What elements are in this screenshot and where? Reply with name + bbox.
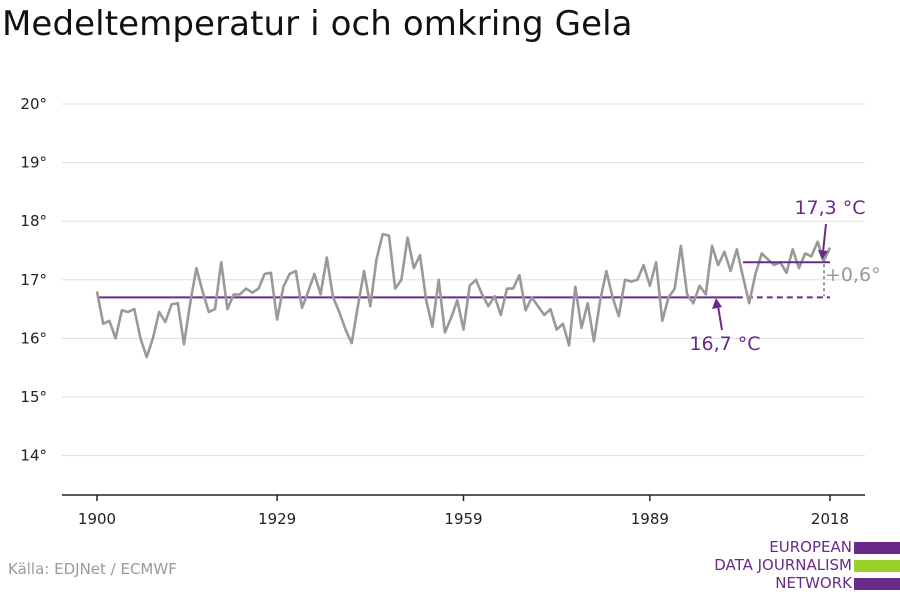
edjnet-logo: EUROPEAN DATA JOURNALISM NETWORK <box>700 536 900 596</box>
logo-bar-3 <box>854 578 900 590</box>
y-tick-label-18: 18° <box>20 212 47 230</box>
temperature-line <box>95 232 832 359</box>
gridlines <box>62 103 865 457</box>
difference-label: +0,6° <box>825 264 881 286</box>
logo-bar-2 <box>854 560 900 572</box>
recent-mean-label: 17,3 °C <box>794 197 865 219</box>
x-tick-label-1959: 1959 <box>444 510 482 528</box>
recent-mean-arrowhead <box>818 250 828 260</box>
baseline-mean-arrowhead <box>712 298 722 309</box>
recent-mean-arrow-line <box>822 223 827 253</box>
y-tick-label-16: 16° <box>20 329 47 347</box>
source-note: Källa: EDJNet / ECMWF <box>8 560 177 578</box>
logo-line-2: DATA JOURNALISM <box>714 556 852 574</box>
baseline-mean-arrow-line <box>717 305 723 331</box>
y-tick-label-17: 17° <box>20 271 47 289</box>
x-tick-label-1900: 1900 <box>78 510 116 528</box>
logo-line-3: NETWORK <box>775 574 852 592</box>
temperature-series <box>95 232 832 359</box>
y-axis-tick-labels: 14° 15° 16° 17° 18° 19° 20° <box>20 95 47 465</box>
y-tick-label-19: 19° <box>20 154 47 172</box>
logo-line-1: EUROPEAN <box>769 538 852 556</box>
annotations: +0,6° 17,3 °C 16,7 °C <box>689 197 880 355</box>
y-tick-label-20: 20° <box>20 95 47 113</box>
baseline-mean-label: 16,7 °C <box>689 333 760 355</box>
y-tick-label-14: 14° <box>20 447 47 465</box>
chart-title: Medeltemperatur i och omkring Gela <box>2 4 633 44</box>
y-tick-label-15: 15° <box>20 388 47 406</box>
x-tick-label-1929: 1929 <box>258 510 296 528</box>
logo-bar-1 <box>854 542 900 554</box>
x-tick-label-1989: 1989 <box>631 510 669 528</box>
x-tick-label-2018: 2018 <box>811 510 849 528</box>
x-axis: 1900 1929 1959 1989 2018 <box>62 494 865 528</box>
